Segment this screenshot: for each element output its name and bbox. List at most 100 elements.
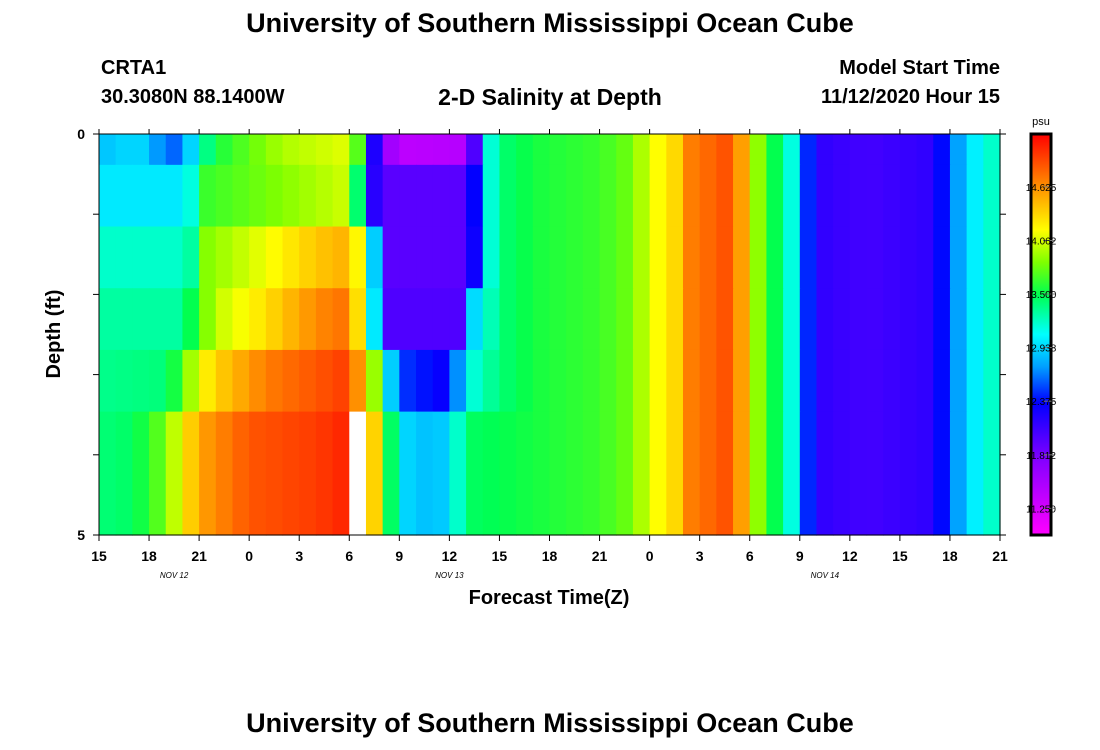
heatmap-cell: [983, 134, 1001, 166]
heatmap-cell: [165, 349, 184, 413]
heatmap-cell: [666, 134, 684, 166]
heatmap-cell: [632, 134, 651, 166]
heatmap-cell: [432, 411, 450, 536]
heatmap-cell: [783, 411, 801, 536]
heatmap-cell: [516, 349, 534, 413]
heatmap-cell: [165, 134, 184, 166]
heatmap-cell: [299, 349, 317, 413]
heatmap-cell: [749, 164, 768, 228]
heatmap-cell: [599, 164, 617, 228]
heatmap-cell: [916, 134, 934, 166]
heatmap-cell: [649, 164, 667, 228]
colorbar-tick-label: 14.062: [1026, 236, 1057, 247]
heatmap-cell: [549, 349, 567, 413]
heatmap-cell: [132, 288, 150, 351]
heatmap-cell: [783, 134, 801, 166]
heatmap-cell: [799, 349, 818, 413]
heatmap-cell: [632, 411, 651, 536]
heatmap-cell: [149, 164, 167, 228]
heatmap-cell: [716, 349, 734, 413]
heatmap-cell: [449, 164, 467, 228]
heatmap-cell: [682, 288, 701, 351]
heatmap-cell: [382, 288, 400, 351]
heatmap-cell: [416, 134, 434, 166]
x-tick-label: 18: [141, 548, 157, 564]
heatmap-cell: [332, 288, 350, 351]
x-axis-label: Forecast Time(Z): [469, 587, 630, 609]
heatmap-cell: [315, 226, 334, 289]
heatmap-cell: [466, 349, 484, 413]
heatmap-cell: [466, 164, 484, 228]
heatmap-cell: [582, 349, 601, 413]
heatmap-cell: [866, 411, 884, 536]
heatmap-cell: [716, 226, 734, 289]
heatmap-cell: [799, 226, 818, 289]
heatmap-cell: [666, 226, 684, 289]
heatmap-cell: [365, 349, 384, 413]
heatmap-cell: [532, 164, 551, 228]
heatmap-cell: [399, 411, 417, 536]
heatmap-cell: [699, 288, 717, 351]
heatmap-cell: [199, 288, 217, 351]
heatmap-cell: [833, 134, 851, 166]
heatmap-cell: [899, 288, 918, 351]
heatmap-cell: [182, 134, 200, 166]
heatmap-cell: [215, 288, 234, 351]
heatmap-cell: [199, 164, 217, 228]
heatmap-cell: [966, 164, 984, 228]
heatmap-cell: [282, 411, 300, 536]
heatmap-cell: [99, 349, 117, 413]
heatmap-cell: [382, 226, 400, 289]
heatmap-cell: [182, 226, 200, 289]
heatmap-cell: [99, 411, 117, 536]
heatmap-cell: [332, 134, 350, 166]
page-title: University of Southern Mississippi Ocean…: [246, 8, 854, 38]
heatmap-cell: [966, 411, 984, 536]
heatmap-cell: [933, 288, 951, 351]
heatmap-cell: [849, 134, 868, 166]
heatmap-cell: [799, 288, 818, 351]
heatmap-cell: [132, 164, 150, 228]
heatmap-cell: [716, 288, 734, 351]
heatmap-cell: [849, 411, 868, 536]
heatmap-cell: [132, 134, 150, 166]
heatmap-cell: [866, 164, 884, 228]
x-tick-label: 21: [992, 548, 1008, 564]
heatmap-cell: [983, 226, 1001, 289]
heatmap-cell: [249, 411, 267, 536]
heatmap-cell: [666, 164, 684, 228]
heatmap-cell: [449, 411, 467, 536]
heatmap-cell: [949, 288, 968, 351]
heatmap-cell: [549, 164, 567, 228]
heatmap-cell: [399, 288, 417, 351]
heatmap-cell: [282, 288, 300, 351]
heatmap-cell: [983, 349, 1001, 413]
heatmap-cell: [249, 226, 267, 289]
heatmap-cell: [883, 226, 901, 289]
heatmap-cell: [549, 226, 567, 289]
heatmap-cell: [682, 164, 701, 228]
heatmap-cell: [215, 349, 234, 413]
heatmap-cell: [499, 134, 517, 166]
x-tick-label: 9: [395, 548, 403, 564]
heatmap-cell: [482, 134, 501, 166]
heatmap-cell: [399, 226, 417, 289]
heatmap-cell: [816, 349, 834, 413]
heatmap-cell: [849, 226, 868, 289]
heatmap-cell: [616, 226, 634, 289]
heatmap-cell: [582, 134, 601, 166]
heatmap-cells: [99, 134, 1001, 536]
heatmap-cell: [816, 411, 834, 536]
heatmap-cell: [849, 288, 868, 351]
heatmap-cell: [883, 164, 901, 228]
heatmap-cell: [382, 411, 400, 536]
heatmap-cell: [733, 134, 751, 166]
heatmap-cell: [799, 411, 818, 536]
heatmap-cell: [582, 164, 601, 228]
heatmap-cell: [199, 226, 217, 289]
heatmap-cell: [282, 134, 300, 166]
heatmap-cell: [566, 349, 584, 413]
heatmap-cell: [649, 411, 667, 536]
heatmap-cell: [466, 134, 484, 166]
